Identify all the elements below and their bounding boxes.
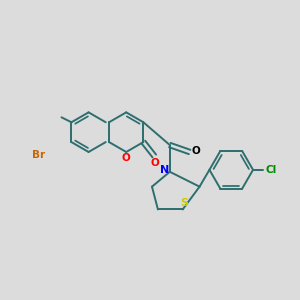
Text: S: S [181, 197, 189, 208]
Text: N: N [160, 165, 170, 175]
Text: O: O [191, 146, 200, 156]
Text: O: O [122, 153, 130, 163]
Text: O: O [151, 158, 160, 168]
Text: Br: Br [32, 150, 46, 160]
Text: Cl: Cl [265, 165, 277, 175]
